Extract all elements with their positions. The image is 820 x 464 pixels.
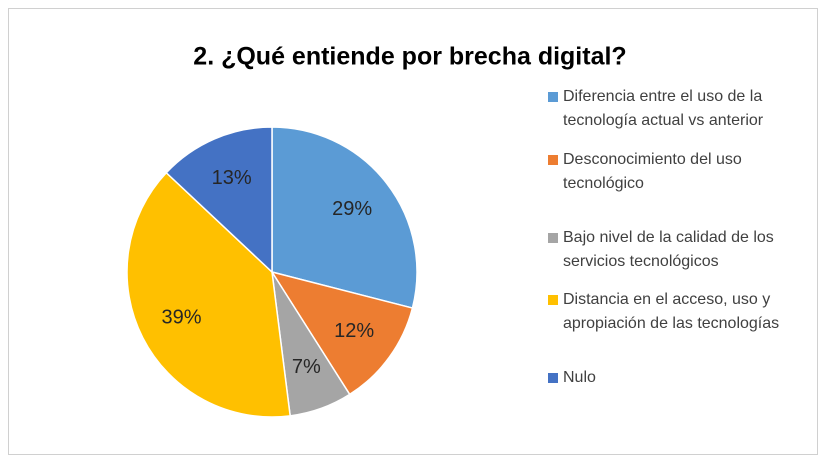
legend-label: Nulo xyxy=(563,369,596,386)
legend-label: Desconocimiento del uso tecnológico xyxy=(563,151,742,192)
legend-marker xyxy=(548,373,558,383)
legend-label: Diferencia entre el uso de la tecnología … xyxy=(563,88,764,129)
data-label: 7% xyxy=(292,356,321,378)
legend-marker xyxy=(548,92,558,102)
legend-marker xyxy=(548,295,558,305)
pie-slice xyxy=(270,270,414,396)
legend-marker xyxy=(548,233,558,243)
legend-marker xyxy=(548,155,558,165)
chart-title: 2. ¿Qué entiende por brecha digital? xyxy=(193,43,626,71)
data-label: 39% xyxy=(162,306,202,328)
data-label: 12% xyxy=(334,320,374,342)
legend-label: Distancia en el acceso, uso y apropiación… xyxy=(563,291,779,332)
pie-slice xyxy=(165,126,273,274)
legend-label: Bajo nivel de la calidad de los servicios… xyxy=(563,229,774,270)
data-label: 13% xyxy=(212,167,252,189)
pie-slice xyxy=(271,126,418,309)
pie-slice xyxy=(126,171,292,418)
data-label: 29% xyxy=(332,198,372,220)
